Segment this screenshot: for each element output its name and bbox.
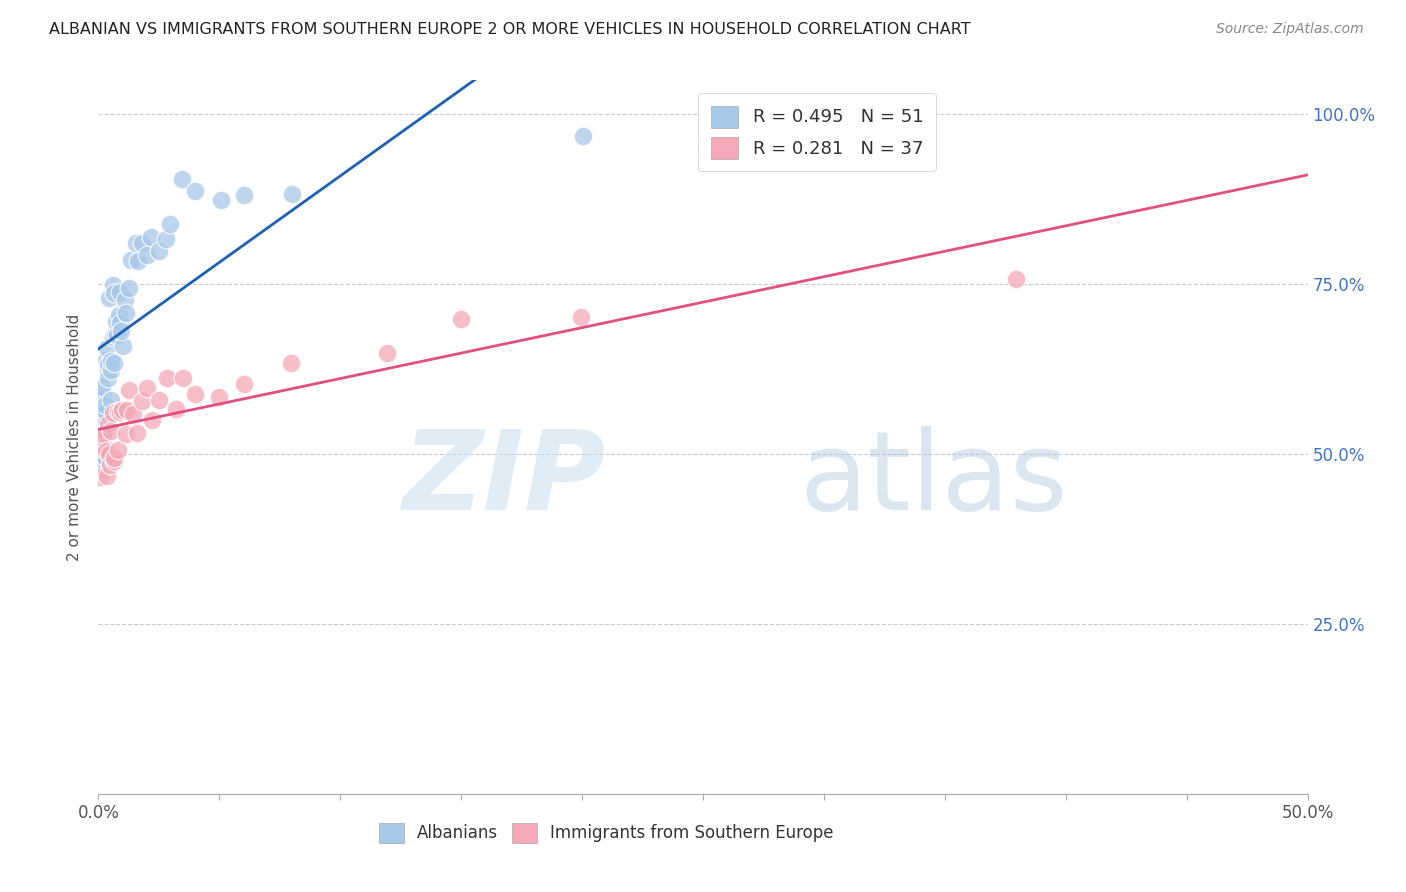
Point: [108, 285, 131, 300]
Point: [91, 425, 114, 440]
Point: [170, 171, 193, 186]
Point: [375, 346, 398, 360]
Point: [141, 229, 163, 244]
Point: [97, 363, 120, 377]
Point: [1005, 272, 1028, 286]
Point: [97, 417, 120, 431]
Point: [159, 217, 181, 231]
Point: [101, 330, 124, 344]
Point: [101, 278, 124, 293]
Point: [90, 409, 112, 424]
Text: ZIP: ZIP: [402, 426, 606, 533]
Point: [100, 363, 122, 377]
Point: [118, 383, 141, 397]
Point: [131, 235, 153, 250]
Point: [105, 325, 128, 339]
Point: [131, 393, 153, 408]
Point: [96, 403, 118, 417]
Point: [136, 247, 159, 261]
Point: [103, 451, 125, 466]
Point: [208, 390, 231, 404]
Point: [115, 402, 138, 417]
Point: [127, 425, 149, 440]
Point: [89, 470, 111, 484]
Point: [112, 339, 135, 353]
Point: [108, 405, 131, 419]
Point: [94, 404, 117, 418]
Point: [93, 449, 115, 463]
Point: [103, 286, 125, 301]
Point: [103, 356, 125, 370]
Text: Source: ZipAtlas.com: Source: ZipAtlas.com: [1216, 22, 1364, 37]
Point: [100, 354, 122, 368]
Point: [91, 431, 114, 445]
Point: [115, 305, 138, 319]
Legend: Albanians, Immigrants from Southern Europe: Albanians, Immigrants from Southern Euro…: [373, 816, 841, 850]
Point: [569, 310, 592, 325]
Point: [97, 370, 120, 384]
Point: [96, 469, 118, 483]
Point: [118, 281, 141, 295]
Point: [184, 387, 207, 401]
Point: [572, 129, 595, 144]
Point: [209, 194, 232, 208]
Text: atlas: atlas: [800, 426, 1069, 533]
Point: [141, 413, 163, 427]
Point: [107, 442, 129, 457]
Point: [103, 406, 125, 420]
Y-axis label: 2 or more Vehicles in Household: 2 or more Vehicles in Household: [67, 313, 83, 561]
Point: [103, 454, 125, 468]
Point: [110, 324, 132, 338]
Point: [107, 308, 129, 322]
Point: [91, 385, 114, 400]
Point: [184, 184, 207, 198]
Point: [136, 381, 159, 395]
Point: [91, 430, 114, 444]
Text: ALBANIAN VS IMMIGRANTS FROM SOUTHERN EUROPE 2 OR MORE VEHICLES IN HOUSEHOLD CORR: ALBANIAN VS IMMIGRANTS FROM SOUTHERN EUR…: [49, 22, 970, 37]
Point: [98, 458, 121, 473]
Point: [89, 459, 111, 474]
Point: [94, 398, 117, 412]
Point: [155, 232, 177, 246]
Point: [280, 356, 302, 370]
Point: [165, 402, 187, 417]
Point: [232, 376, 254, 391]
Point: [100, 424, 122, 438]
Point: [100, 393, 122, 408]
Point: [91, 427, 114, 442]
Point: [115, 427, 138, 442]
Point: [93, 440, 115, 454]
Point: [111, 403, 134, 417]
Point: [104, 327, 127, 342]
Point: [98, 447, 121, 461]
Point: [90, 428, 112, 442]
Point: [94, 443, 117, 458]
Point: [97, 357, 120, 371]
Point: [127, 254, 149, 268]
Point: [94, 353, 117, 368]
Point: [450, 311, 472, 326]
Point: [232, 188, 254, 202]
Point: [96, 341, 118, 355]
Point: [108, 316, 131, 330]
Point: [125, 235, 148, 250]
Point: [156, 371, 179, 385]
Point: [98, 291, 121, 305]
Point: [105, 314, 128, 328]
Point: [107, 328, 129, 343]
Point: [91, 380, 114, 394]
Point: [107, 403, 129, 417]
Point: [121, 407, 143, 421]
Point: [114, 293, 136, 308]
Point: [120, 252, 142, 267]
Point: [280, 186, 302, 201]
Point: [172, 371, 194, 385]
Point: [148, 392, 170, 407]
Point: [148, 244, 170, 259]
